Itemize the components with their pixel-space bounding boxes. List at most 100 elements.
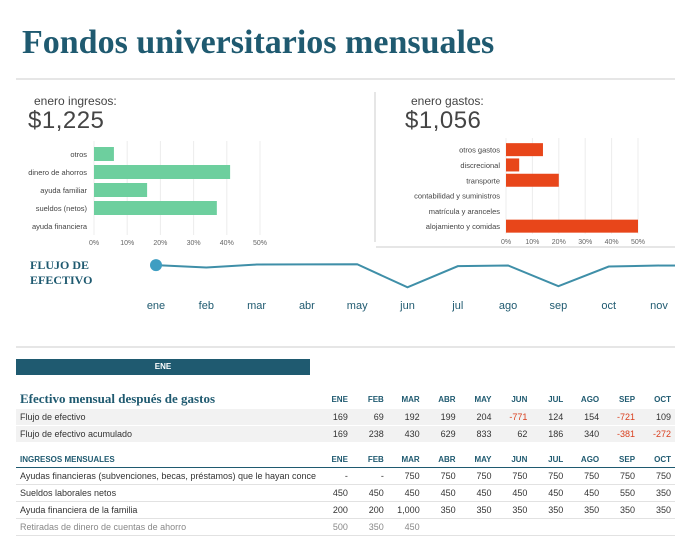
bar <box>94 147 114 161</box>
row-label: Retiradas de dinero de cuentas de ahorro <box>16 518 317 536</box>
table-cell[interactable]: 109 <box>639 409 675 426</box>
table-cell[interactable]: 750 <box>495 467 532 485</box>
table-cell[interactable]: 450 <box>423 484 460 502</box>
table-cell[interactable]: 350 <box>639 484 675 502</box>
table-row[interactable]: Flujo de efectivo acumulado 169 238 430 629 8… <box>16 425 675 443</box>
table-cell[interactable]: 750 <box>567 467 604 485</box>
month-label: ene <box>147 300 165 312</box>
table-cell[interactable]: 450 <box>531 484 568 502</box>
table-cell[interactable]: 750 <box>639 467 675 485</box>
month-header: SEP <box>603 451 640 468</box>
tab-ene[interactable]: ENE <box>16 359 310 375</box>
table-cell[interactable]: 192 <box>387 409 424 426</box>
table-cell[interactable]: 204 <box>459 409 496 426</box>
table-cell[interactable]: 350 <box>495 501 532 519</box>
bar <box>506 143 543 157</box>
table-row[interactable]: Retiradas de dinero de cuentas de ahorro… <box>16 518 675 536</box>
month-header: AGO <box>580 394 600 404</box>
table-cell[interactable]: 629 <box>423 425 460 443</box>
bar <box>506 158 520 172</box>
table-cell[interactable]: 350 <box>531 501 568 519</box>
table-cell[interactable]: 124 <box>531 409 568 426</box>
category-label: dinero de ahorros <box>28 168 87 177</box>
income-total: $1,225 <box>28 107 105 134</box>
table-cell[interactable]: 750 <box>387 467 424 485</box>
table-cell[interactable]: 1,000 <box>387 501 424 519</box>
table-row[interactable]: Flujo de efectivo 169 69 192 199 204 -771 124 15… <box>16 409 675 426</box>
table-cell[interactable]: 750 <box>459 467 496 485</box>
axis-tick-label: 0% <box>89 240 99 247</box>
table-cell[interactable]: 186 <box>531 425 568 443</box>
table-cell[interactable]: 200 <box>316 501 352 519</box>
table-cell[interactable]: 430 <box>387 425 424 443</box>
table-cell[interactable]: 169 <box>316 409 352 426</box>
month-header: ABR <box>423 451 460 468</box>
table-cell[interactable]: 350 <box>459 501 496 519</box>
month-header: ENE <box>331 394 348 404</box>
table-cell[interactable]: 350 <box>423 501 460 519</box>
category-label: ayuda familiar <box>40 186 87 195</box>
axis-tick-label: 50% <box>631 239 645 246</box>
table-cell[interactable]: 200 <box>351 501 388 519</box>
table-cell[interactable] <box>459 518 496 536</box>
table-cell[interactable] <box>495 518 532 536</box>
table-cell[interactable]: 169 <box>316 425 352 443</box>
table-cell[interactable]: 350 <box>351 518 388 536</box>
bar <box>94 183 148 197</box>
row-label: Ayuda financiera de la familia <box>16 501 317 519</box>
row-label: Flujo de efectivo <box>16 409 317 426</box>
table-cell[interactable]: - <box>316 467 352 485</box>
table-row[interactable]: Ayudas financieras (subvenciones, becas,… <box>16 467 675 485</box>
table-cell[interactable]: 450 <box>316 484 352 502</box>
month-label: jun <box>399 300 415 312</box>
table-row[interactable]: Sueldos laborales netos 450 450 450 450 450 45… <box>16 484 675 502</box>
table-cell[interactable]: 450 <box>351 484 388 502</box>
table-cell[interactable]: 340 <box>567 425 604 443</box>
table-cell[interactable]: 750 <box>603 467 640 485</box>
summary-table: Efectivo mensual después de gastos ENE F… <box>16 389 675 443</box>
table-cell[interactable]: 450 <box>567 484 604 502</box>
category-label: alojamiento y comidas <box>426 222 500 231</box>
expenses-total: $1,056 <box>405 107 482 134</box>
cashflow-title: FLUJO DE EFECTIVO <box>30 258 93 287</box>
table-cell[interactable]: 350 <box>639 501 675 519</box>
table-cell[interactable]: - <box>351 467 388 485</box>
table-cell[interactable]: 450 <box>495 484 532 502</box>
bar <box>94 201 217 215</box>
table-cell[interactable]: 500 <box>316 518 352 536</box>
table-cell[interactable]: 69 <box>351 409 388 426</box>
table-cell[interactable]: 450 <box>387 484 424 502</box>
month-label: abr <box>299 300 315 312</box>
table-cell[interactable]: -272 <box>639 425 675 443</box>
axis-tick-label: 40% <box>605 239 619 246</box>
table-cell[interactable]: 199 <box>423 409 460 426</box>
table-cell[interactable]: 450 <box>459 484 496 502</box>
category-label: ayuda financiera <box>32 222 88 231</box>
bar <box>506 219 638 233</box>
month-header: FEB <box>351 451 388 468</box>
table-cell[interactable] <box>567 518 604 536</box>
month-header: SEP <box>619 394 636 404</box>
table-cell[interactable]: -381 <box>603 425 640 443</box>
table-cell[interactable]: 833 <box>459 425 496 443</box>
table-cell[interactable] <box>639 518 675 536</box>
table-cell[interactable]: 750 <box>423 467 460 485</box>
table-cell[interactable]: 238 <box>351 425 388 443</box>
table-cell[interactable]: 750 <box>531 467 568 485</box>
cashflow-line <box>155 263 660 289</box>
table-cell[interactable]: 550 <box>603 484 640 502</box>
table-cell[interactable]: 154 <box>567 409 604 426</box>
table-row[interactable]: Ayuda financiera de la familia 200 200 1,00… <box>16 501 675 519</box>
category-label: matrícula y aranceles <box>429 207 501 216</box>
table-cell[interactable] <box>531 518 568 536</box>
table-cell[interactable] <box>603 518 640 536</box>
table-cell[interactable]: 350 <box>603 501 640 519</box>
table-cell[interactable]: 350 <box>567 501 604 519</box>
table-cell[interactable]: -771 <box>495 409 532 426</box>
table-cell[interactable] <box>423 518 460 536</box>
table-cell[interactable]: -721 <box>603 409 640 426</box>
income-label: enero ingresos: <box>34 94 117 108</box>
month-header: ENE <box>316 451 352 468</box>
table-cell[interactable]: 62 <box>495 425 532 443</box>
table-cell[interactable]: 450 <box>387 518 424 536</box>
